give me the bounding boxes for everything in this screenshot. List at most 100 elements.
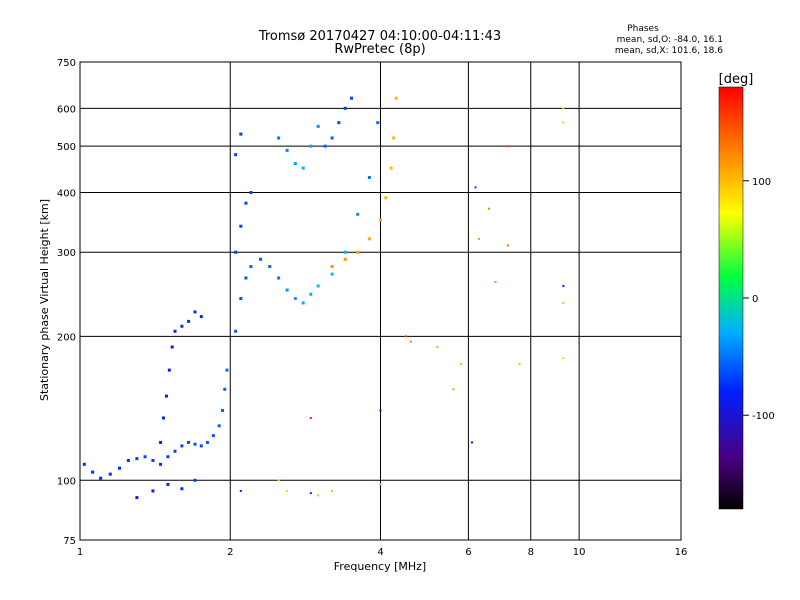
colorbar-ticks: 100 0 -100 bbox=[743, 177, 775, 422]
x-tick-label: 8 bbox=[528, 547, 534, 558]
colorbar-tick-label: -100 bbox=[752, 411, 775, 422]
trace-point bbox=[159, 440, 163, 444]
y-tick-label: 500 bbox=[57, 142, 76, 153]
trace-point bbox=[330, 265, 334, 269]
scatter-point bbox=[488, 207, 491, 210]
trace-point bbox=[356, 212, 360, 216]
trace-point bbox=[285, 148, 289, 152]
y-tick-label: 75 bbox=[63, 536, 76, 547]
trace-point bbox=[259, 257, 263, 261]
trace-point bbox=[268, 265, 272, 269]
trace-point bbox=[249, 265, 253, 269]
scatter-point bbox=[277, 479, 280, 482]
x-tick-label: 4 bbox=[377, 547, 383, 558]
scatter-point bbox=[309, 492, 312, 495]
trace-point bbox=[108, 472, 112, 476]
trace-point bbox=[239, 224, 243, 228]
scatter-point bbox=[405, 335, 408, 338]
trace-point bbox=[376, 121, 380, 125]
trace-point bbox=[162, 416, 166, 420]
trace-point bbox=[99, 476, 103, 480]
trace-point bbox=[379, 218, 382, 222]
trace-point bbox=[166, 455, 170, 459]
y-tick-label: 300 bbox=[57, 248, 76, 259]
y-tick-label: 600 bbox=[57, 104, 76, 115]
trace-point bbox=[244, 201, 248, 205]
trace-point bbox=[187, 319, 191, 323]
scatter-point bbox=[379, 483, 382, 486]
trace-point bbox=[167, 368, 171, 372]
trace-point bbox=[193, 310, 197, 314]
trace-point bbox=[301, 166, 305, 170]
trace-point bbox=[82, 462, 86, 466]
trace-point bbox=[223, 387, 227, 391]
x-tick-label: 16 bbox=[675, 547, 688, 558]
trace-point bbox=[91, 470, 95, 474]
scatter-point bbox=[562, 121, 565, 124]
trace-point bbox=[180, 487, 184, 491]
x-tick-label: 1 bbox=[77, 547, 83, 558]
trace-point bbox=[180, 444, 184, 448]
y-ticks: 75 100 200 300 400 500 600 750 bbox=[57, 58, 76, 547]
trace-point bbox=[205, 440, 209, 444]
trace-point bbox=[389, 166, 393, 170]
y-tick-label: 750 bbox=[57, 58, 76, 69]
trace-point bbox=[301, 301, 305, 305]
trace-point bbox=[166, 482, 170, 486]
trace-point bbox=[367, 237, 371, 241]
scatter-point bbox=[562, 107, 565, 110]
trace-point bbox=[199, 444, 203, 448]
trace-point bbox=[135, 457, 139, 461]
trace-point bbox=[173, 449, 177, 453]
colorbar: [deg] 100 0 -100 bbox=[718, 72, 775, 510]
y-axis-label: Stationary phase Virtual Height [km] bbox=[38, 199, 51, 401]
trace-point bbox=[309, 292, 313, 296]
plot-area: 1 2 4 6 8 10 16 75 100 200 300 400 500 600 750 bbox=[57, 58, 687, 558]
colorbar-tick-label: 0 bbox=[752, 294, 758, 305]
trace-point bbox=[173, 329, 177, 333]
trace-point bbox=[316, 284, 320, 288]
grid bbox=[80, 62, 681, 540]
trace-point bbox=[151, 458, 155, 462]
colorbar-tick-label: 100 bbox=[752, 177, 771, 188]
trace-point bbox=[187, 440, 191, 444]
trace-point bbox=[126, 458, 130, 462]
trace-point bbox=[367, 175, 371, 179]
scatter-point bbox=[460, 363, 463, 366]
scatter-point bbox=[379, 409, 382, 412]
scatter-point bbox=[286, 489, 289, 492]
trace-point bbox=[234, 153, 238, 157]
scatter-point bbox=[317, 494, 320, 497]
scatter-point bbox=[331, 489, 334, 492]
colorbar-label: [deg] bbox=[719, 72, 754, 87]
trace-point bbox=[193, 442, 197, 446]
scatter-point bbox=[506, 145, 509, 148]
trace-point bbox=[159, 462, 163, 466]
trace-point bbox=[239, 297, 243, 301]
phase-stats-title: Phases bbox=[627, 24, 659, 34]
scatter-point bbox=[506, 244, 509, 247]
scatter-point bbox=[562, 284, 565, 287]
trace-point bbox=[170, 345, 174, 349]
scatter-point bbox=[474, 186, 477, 189]
colorbar-gradient bbox=[718, 86, 744, 510]
chart-title: Tromsø 20170427 04:10:00-04:11:43 bbox=[258, 29, 501, 44]
scatter-point bbox=[470, 441, 473, 444]
x-axis-label: Frequency [MHz] bbox=[334, 560, 426, 573]
trace-point bbox=[392, 136, 396, 140]
x-tick-label: 6 bbox=[465, 547, 471, 558]
phase-stats-x: mean, sd,X: 101.6, 18.6 bbox=[615, 46, 723, 56]
y-tick-label: 200 bbox=[57, 332, 76, 343]
scatter-point bbox=[239, 489, 242, 492]
traces bbox=[82, 96, 398, 500]
trace-point bbox=[217, 424, 221, 428]
scatter-point bbox=[409, 340, 412, 343]
trace-point bbox=[221, 408, 225, 412]
trace-point bbox=[211, 434, 215, 438]
trace-point bbox=[199, 315, 203, 319]
trace-point bbox=[384, 196, 388, 200]
trace-point bbox=[285, 288, 289, 292]
trace-point bbox=[151, 489, 155, 493]
trace-point bbox=[277, 136, 281, 140]
